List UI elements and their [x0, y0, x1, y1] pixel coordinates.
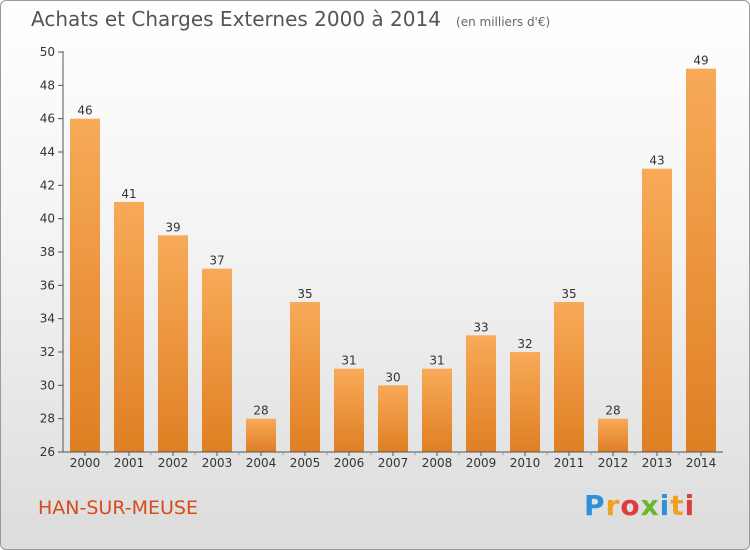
logo-letter: i	[659, 489, 671, 522]
bar	[510, 352, 540, 452]
bar-value-label: 39	[165, 220, 180, 234]
x-tick-label: 2006	[334, 456, 365, 470]
x-tick-label: 2000	[70, 456, 101, 470]
x-tick-label: 2011	[554, 456, 585, 470]
axes-group: 26 28 30 32 34 36 38 40 42 44 46 48 50 2000 2001 2002 20…	[40, 45, 723, 470]
unit-note: (en milliers d'€)	[456, 15, 551, 29]
y-tick-label: 40	[40, 212, 55, 226]
bar	[466, 335, 496, 452]
bar-value-label: 49	[693, 54, 708, 68]
y-tick-label: 46	[40, 112, 55, 126]
x-tick-label: 2007	[378, 456, 409, 470]
logo-letter: x	[640, 489, 660, 522]
bar	[422, 368, 452, 452]
bar	[334, 368, 364, 452]
bar	[598, 418, 628, 452]
bar-value-label: 35	[297, 287, 312, 301]
y-tick-label: 50	[40, 45, 55, 59]
place-name: HAN-SUR-MEUSE	[38, 497, 198, 519]
bar-value-label: 46	[77, 104, 92, 118]
bar-value-label: 28	[253, 404, 268, 418]
chart-title: Achats et Charges Externes 2000 à 2014	[31, 7, 441, 31]
x-tick-label: 2012	[598, 456, 629, 470]
bar	[246, 418, 276, 452]
logo-letter: o	[620, 489, 641, 522]
bar-value-label: 33	[473, 320, 488, 334]
x-tick-label: 2005	[290, 456, 321, 470]
bar	[114, 202, 144, 452]
logo-letter: P	[584, 489, 606, 522]
logo-letter: r	[605, 489, 621, 522]
bar-value-label: 31	[429, 354, 444, 368]
y-tick-label: 32	[40, 345, 55, 359]
x-tick-label: 2002	[158, 456, 189, 470]
y-tick-label: 44	[40, 145, 55, 159]
bar-value-label: 43	[649, 154, 664, 168]
y-tick-label: 34	[40, 312, 55, 326]
y-tick-label: 36	[40, 278, 55, 292]
x-tick-label: 2014	[686, 456, 717, 470]
bar-value-label: 31	[341, 354, 356, 368]
logo-letter: t	[670, 489, 685, 522]
bar	[70, 118, 100, 453]
bar-value-label: 28	[605, 404, 620, 418]
bar	[202, 268, 232, 452]
bar	[554, 302, 584, 452]
bars-group: 46 41 39 37 28 35 31 30 31 33 32 35 28 43 49	[70, 54, 716, 453]
y-tick-label: 38	[40, 245, 55, 259]
title-row: Achats et Charges Externes 2000 à 2014 (…	[31, 7, 550, 31]
y-tick-label: 26	[40, 445, 55, 459]
bar-value-label: 30	[385, 370, 400, 384]
logo-letter: i	[684, 489, 696, 522]
y-tick-label: 48	[40, 78, 55, 92]
x-tick-label: 2013	[642, 456, 673, 470]
bar-value-label: 37	[209, 254, 224, 268]
y-tick-label: 42	[40, 178, 55, 192]
bar	[378, 385, 408, 452]
bar-value-label: 35	[561, 287, 576, 301]
bar	[642, 168, 672, 452]
proxiti-logo[interactable]: Proxiti	[584, 489, 695, 522]
bar-value-label: 32	[517, 337, 532, 351]
x-tick-label: 2003	[202, 456, 233, 470]
y-tick-label: 28	[40, 412, 55, 426]
x-tick-label: 2010	[510, 456, 541, 470]
bar	[686, 68, 716, 453]
x-tick-label: 2008	[422, 456, 453, 470]
bar	[158, 235, 188, 452]
bar-value-label: 41	[121, 187, 136, 201]
y-tick-label: 30	[40, 378, 55, 392]
x-tick-label: 2004	[246, 456, 277, 470]
x-tick-label: 2009	[466, 456, 497, 470]
bar	[290, 302, 320, 452]
x-tick-label: 2001	[114, 456, 145, 470]
